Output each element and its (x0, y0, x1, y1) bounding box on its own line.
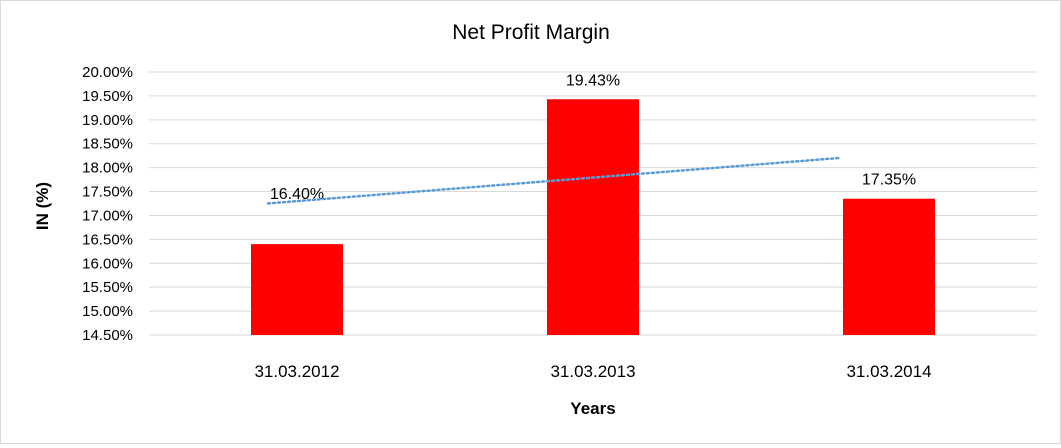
y-tick-label: 20.00% (82, 64, 133, 81)
y-tick-label: 16.00% (82, 255, 133, 272)
x-axis-tick-labels: 31.03.2012 31.03.2013 31.03.2014 (254, 362, 931, 381)
trendline (266, 156, 841, 205)
y-tick-label: 17.00% (82, 207, 133, 224)
y-axis-tick-labels: 14.50% 15.00% 15.50% 16.00% 16.50% 17.00% 17.5… (82, 64, 133, 344)
bar (547, 99, 639, 335)
data-label: 19.43% (566, 72, 620, 89)
y-tick-label: 18.50% (82, 136, 133, 153)
y-tick-label: 15.50% (82, 279, 133, 296)
bar (843, 198, 935, 335)
y-tick-label: 18.00% (82, 160, 133, 177)
y-tick-label: 16.50% (82, 231, 133, 248)
x-tick-label: 31.03.2013 (550, 362, 635, 381)
x-axis-title: Years (570, 399, 615, 418)
y-tick-label: 14.50% (82, 327, 133, 344)
trendline-group (266, 156, 841, 205)
y-tick-label: 19.50% (82, 88, 133, 105)
x-tick-label: 31.03.2014 (846, 362, 931, 381)
data-labels: 16.40% 19.43% 17.35% (270, 72, 916, 203)
x-tick-label: 31.03.2012 (254, 362, 339, 381)
y-tick-label: 17.50% (82, 184, 133, 201)
y-axis-title: IN (%) (33, 182, 52, 230)
data-label: 16.40% (270, 186, 324, 203)
bar (251, 244, 343, 335)
y-tick-label: 15.00% (82, 303, 133, 320)
bars (251, 99, 935, 335)
chart-title: Net Profit Margin (452, 21, 610, 44)
data-label: 17.35% (862, 172, 916, 189)
y-tick-label: 19.00% (82, 112, 133, 129)
